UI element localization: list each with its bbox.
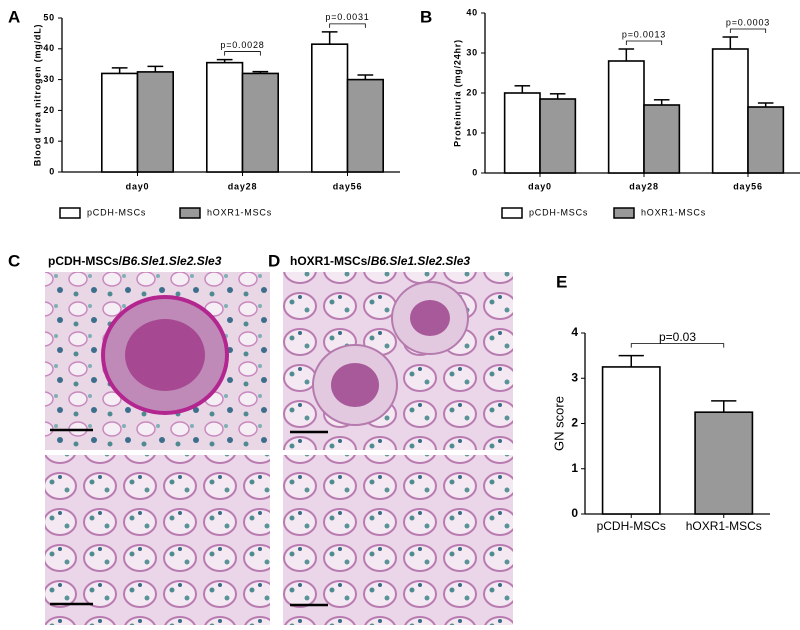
legend-label: hOXR1-MSCs	[641, 207, 706, 217]
glomerulus-core	[410, 300, 450, 336]
y-tick-label: 10	[466, 127, 478, 137]
y-tick-label: 30	[466, 47, 478, 57]
legend-label: hOXR1-MSCs	[207, 207, 272, 217]
legend-label: pCDH-MSCs	[529, 207, 588, 217]
bar	[607, 60, 645, 174]
significance-bracket	[625, 40, 663, 45]
y-tick-label: 20	[43, 105, 55, 115]
glomerulus-core	[125, 319, 205, 391]
x-tick-label: day0	[126, 181, 150, 191]
legend-label: pCDH-MSCs	[87, 207, 146, 217]
bar	[601, 366, 661, 515]
y-axis-label: Blood urea nitrogen (mg/dL)	[32, 24, 42, 167]
significance-bracket	[329, 23, 366, 28]
y-tick-label: 40	[466, 7, 478, 17]
x-tick-label: day0	[528, 181, 552, 191]
x-tick-label: hOXR1-MSCs	[686, 519, 762, 533]
x-tick-label: pCDH-MSCs	[597, 519, 666, 533]
significance-bracket	[630, 343, 725, 348]
panel-label: C	[8, 251, 20, 270]
bar	[539, 98, 577, 174]
x-tick-label: day56	[733, 181, 763, 191]
legend-swatch	[501, 207, 523, 219]
annotation: p=0.0028	[220, 40, 264, 50]
panel-label: D	[268, 251, 280, 270]
y-tick-label: 30	[43, 74, 55, 84]
panel-label: A	[8, 7, 20, 26]
micrograph	[45, 455, 270, 625]
y-tick-label: 40	[43, 43, 55, 53]
x-tick-label: day28	[228, 181, 258, 191]
panel-label: B	[420, 7, 432, 26]
tissue-image	[283, 455, 513, 625]
bar	[101, 72, 139, 173]
tissue-image	[45, 455, 270, 625]
legend-swatch	[613, 207, 635, 219]
y-tick-label: 1	[571, 461, 578, 475]
bar	[503, 92, 541, 174]
y-tick-label: 20	[466, 87, 478, 97]
significance-bracket	[224, 51, 261, 56]
micrograph	[283, 272, 513, 450]
y-tick-label: 0	[472, 167, 478, 177]
bar	[310, 43, 349, 173]
annotation: p=0.0013	[622, 29, 666, 39]
bar	[711, 48, 749, 174]
panel-label: E	[556, 272, 567, 291]
legend-swatch	[179, 207, 201, 219]
bar	[747, 106, 785, 174]
y-tick-label: 2	[571, 416, 578, 430]
x-tick-label: day56	[333, 181, 363, 191]
y-axis-label: Proteinuria (mg/24hr)	[452, 39, 462, 147]
title-text: pCDH-MSCs/	[48, 254, 123, 268]
title-italic: B6.Sle1.Sle2.Sle3	[371, 254, 471, 268]
y-tick-label: 0	[49, 166, 55, 176]
annotation: p=0.0031	[325, 12, 369, 22]
bar	[241, 72, 280, 173]
bar	[136, 71, 175, 173]
bar	[694, 411, 754, 515]
micrograph	[45, 272, 270, 450]
x-tick-label: day28	[629, 181, 659, 191]
annotation: p=0.0003	[726, 17, 770, 27]
y-tick-label: 4	[571, 325, 578, 339]
y-tick-label: 10	[43, 136, 55, 146]
image-title: hOXR1-MSCs/B6.Sle1.Sle2.Sle3	[290, 254, 470, 268]
bar	[643, 104, 681, 174]
image-title: pCDH-MSCs/B6.Sle1.Sle2.Sle3	[48, 254, 222, 268]
y-tick-label: 0	[571, 506, 578, 520]
legend-swatch	[59, 207, 81, 219]
title-text: hOXR1-MSCs/	[290, 254, 371, 268]
bar	[206, 61, 244, 173]
significance-bracket	[729, 28, 767, 33]
y-axis-label: GN score	[551, 396, 566, 451]
annotation: p=0.03	[659, 330, 696, 344]
y-tick-label: 50	[43, 12, 55, 22]
micrograph	[283, 455, 513, 625]
glomerulus-core	[331, 363, 379, 407]
y-tick-label: 3	[571, 370, 578, 384]
bar	[346, 78, 385, 173]
title-italic: B6.Sle1.Sle2.Sle3	[122, 254, 222, 268]
